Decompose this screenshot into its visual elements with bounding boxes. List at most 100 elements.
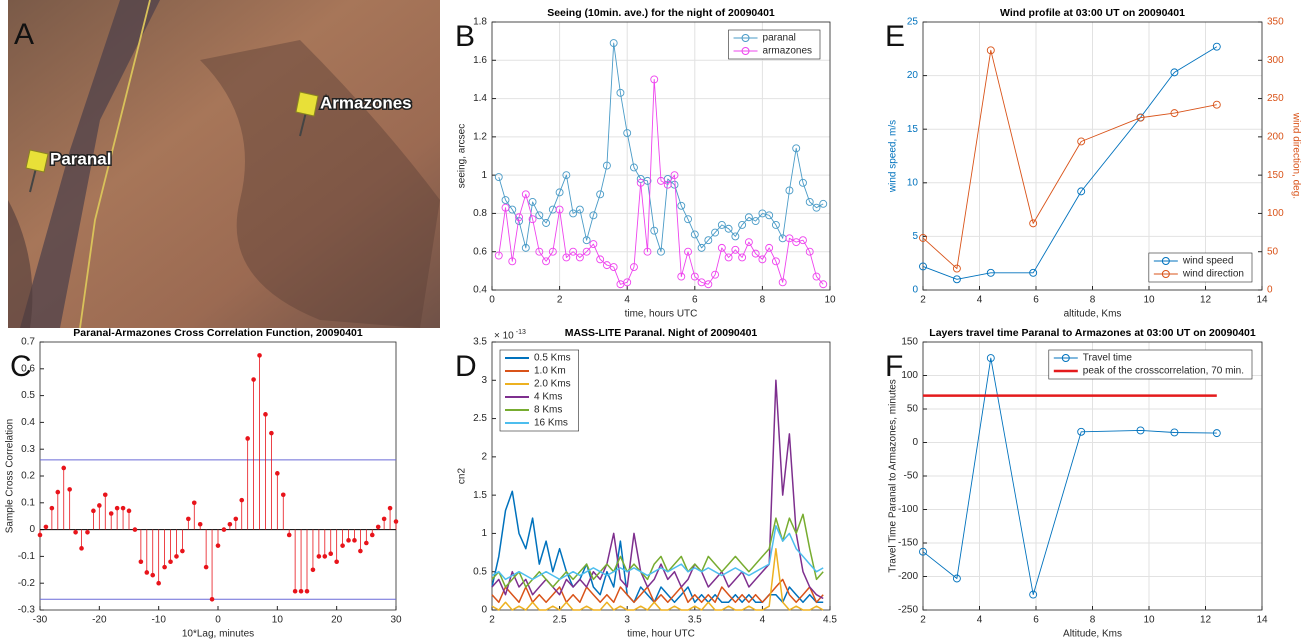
y2-tick-label: 150 xyxy=(1267,170,1284,181)
point-marker xyxy=(1077,187,1086,196)
y-axis-label: Sample Cross Correlation xyxy=(5,419,16,534)
y-tick-label: 0.4 xyxy=(473,285,487,296)
point-marker xyxy=(542,257,551,266)
point-marker xyxy=(812,203,821,212)
stem-marker xyxy=(156,580,161,586)
point-marker xyxy=(744,238,753,247)
panel-label: A xyxy=(14,18,34,51)
x-tick-label: 3 xyxy=(624,615,630,626)
stem-marker xyxy=(144,570,150,575)
point-marker xyxy=(575,205,584,214)
y2-tick-label: 250 xyxy=(1267,93,1284,104)
series-line xyxy=(491,578,824,604)
stem-marker xyxy=(233,516,239,522)
point-marker xyxy=(630,263,638,271)
stem-marker xyxy=(120,505,126,511)
legend: paranal armazones xyxy=(728,29,821,60)
panel-label: D xyxy=(455,350,477,383)
point-marker xyxy=(751,217,760,226)
y-tick-label: 2.5 xyxy=(473,413,487,424)
stem-marker xyxy=(203,564,209,570)
point-marker xyxy=(792,144,801,153)
stem-marker xyxy=(275,471,280,476)
y-tick-label: 0 xyxy=(29,524,35,535)
mountains xyxy=(200,40,440,328)
x-tick-label: 10 xyxy=(824,295,836,306)
stem-marker xyxy=(251,377,256,382)
point-marker xyxy=(738,253,747,262)
point-marker xyxy=(1136,426,1145,435)
stem-marker xyxy=(387,505,393,511)
point-marker xyxy=(555,188,564,197)
axis-multiplier: × 10 xyxy=(494,331,514,342)
point-marker xyxy=(952,275,961,284)
stem-marker xyxy=(67,487,72,492)
x-axis-label: altitude, Kms xyxy=(1064,309,1122,320)
series-line xyxy=(922,49,1217,270)
point-marker xyxy=(508,257,517,266)
stem-marker xyxy=(162,564,167,570)
point-marker xyxy=(528,215,537,224)
y-tick-label: 3.5 xyxy=(473,337,487,348)
stem-marker xyxy=(227,521,233,527)
point-marker xyxy=(663,180,672,189)
x-tick-label: 8 xyxy=(760,295,766,306)
stem-marker xyxy=(298,588,304,594)
x-tick-label: 8 xyxy=(1090,295,1096,306)
stem-marker xyxy=(239,497,245,503)
point-marker xyxy=(690,272,699,281)
point-marker xyxy=(1077,137,1086,146)
y-tick-label: 1 xyxy=(481,528,487,539)
stem-marker xyxy=(381,516,387,522)
x-axis-label: time, hour UTC xyxy=(627,629,695,640)
x-tick-label: 2 xyxy=(920,615,926,626)
plot-area xyxy=(40,342,396,610)
point-marker xyxy=(1170,428,1179,437)
stem-marker xyxy=(108,511,114,516)
axes-frame xyxy=(491,21,831,291)
x-tick-label: 14 xyxy=(1256,295,1268,306)
legend-label: 8 Kms xyxy=(534,405,562,416)
chart: 2 4 6 8 10 12 14 -250 -200 -150 -100 -50 0 50 100 150 La… xyxy=(885,327,1268,640)
stem-marker xyxy=(280,492,286,498)
x-tick-label: 8 xyxy=(1090,615,1096,626)
stem-marker xyxy=(97,503,102,508)
point-marker xyxy=(751,249,760,258)
point-marker xyxy=(986,268,995,277)
y-axis-label: wind speed, m/s xyxy=(888,120,899,193)
point-marker xyxy=(542,219,551,227)
y-tick-label: 2 xyxy=(481,451,487,462)
stem-marker xyxy=(186,516,191,522)
point-marker xyxy=(609,263,618,271)
x-axis-label: Altitude, Kms xyxy=(1063,629,1122,640)
stem-marker xyxy=(286,532,292,538)
y-tick-label: -200 xyxy=(898,571,918,582)
stem-marker xyxy=(322,554,328,559)
stem-marker xyxy=(126,508,132,514)
x-tick-label: 6 xyxy=(692,295,698,306)
point-marker xyxy=(819,280,828,289)
y-tick-label: 25 xyxy=(907,17,919,28)
y2-tick-label: 200 xyxy=(1267,131,1284,142)
point-marker xyxy=(785,186,794,195)
point-marker xyxy=(724,224,733,233)
legend-marker xyxy=(1161,270,1170,278)
legend-box xyxy=(499,349,579,432)
y-tick-label: 0.8 xyxy=(473,208,487,219)
point-marker xyxy=(758,255,767,264)
legend-label: paranal xyxy=(763,33,796,44)
stem-marker xyxy=(221,527,227,532)
chart-title: Layers travel time Paranal to Armazones … xyxy=(929,327,1256,339)
x-tick-label: -30 xyxy=(33,615,48,626)
point-marker xyxy=(771,257,780,266)
point-marker xyxy=(952,574,961,583)
x-tick-label: 4 xyxy=(624,295,630,306)
legend-label: 16 Kms xyxy=(534,418,568,429)
y-tick-label: -150 xyxy=(898,538,918,549)
point-marker xyxy=(919,233,927,242)
axes-frame xyxy=(922,341,1263,611)
point-marker xyxy=(697,243,706,252)
point-marker xyxy=(690,230,699,239)
x-tick-label: 10 xyxy=(1143,295,1155,306)
